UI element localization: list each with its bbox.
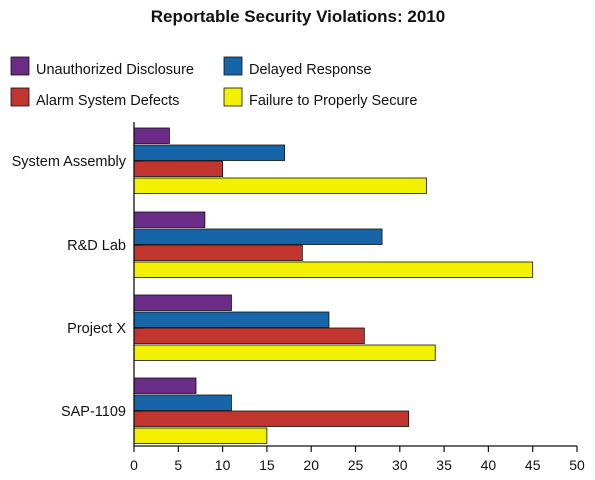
legend-swatch-alarm-system-defects bbox=[10, 87, 30, 107]
bar-sap-1109-failure-to-properly-secure bbox=[133, 427, 268, 444]
bar-system-assembly-failure-to-properly-secure bbox=[133, 177, 427, 194]
x-tick-label-45: 45 bbox=[525, 457, 541, 473]
legend-label-alarm-system-defects: Alarm System Defects bbox=[36, 93, 179, 109]
bar-r-d-lab-failure-to-properly-secure bbox=[133, 261, 534, 278]
bar-sap-1109-alarm-system-defects bbox=[133, 410, 410, 427]
legend-label-delayed-response: Delayed Response bbox=[249, 62, 372, 78]
bar-system-assembly-delayed-response bbox=[133, 144, 286, 161]
bars bbox=[133, 127, 534, 444]
bar-system-assembly-unauthorized-disclosure bbox=[133, 127, 170, 144]
x-ticks: 0 5 10 15 20 25 30 35 40 45 50 bbox=[130, 446, 585, 473]
category-label-r-d-lab: R&D Lab bbox=[67, 238, 126, 254]
legend-swatch-failure-to-properly-secure bbox=[223, 87, 243, 107]
category-label-sap-1109: SAP-1109 bbox=[61, 404, 126, 420]
x-tick-label-0: 0 bbox=[130, 457, 138, 473]
x-tick-label-25: 25 bbox=[348, 457, 364, 473]
legend-label-failure-to-properly-secure: Failure to Properly Secure bbox=[249, 93, 417, 109]
bar-system-assembly-alarm-system-defects bbox=[133, 160, 223, 177]
bar-r-d-lab-unauthorized-disclosure bbox=[133, 211, 206, 228]
x-tick-label-15: 15 bbox=[259, 457, 275, 473]
bar-r-d-lab-alarm-system-defects bbox=[133, 244, 303, 261]
category-labels: System Assembly R&D Lab Project X SAP-1109 bbox=[12, 154, 143, 420]
x-tick-label-30: 30 bbox=[392, 457, 408, 473]
category-label-system-assembly: System Assembly bbox=[12, 154, 127, 170]
legend-swatch-delayed-response bbox=[223, 56, 243, 76]
bar-project-x-delayed-response bbox=[133, 311, 330, 328]
x-tick-label-40: 40 bbox=[481, 457, 497, 473]
x-tick-label-20: 20 bbox=[303, 457, 319, 473]
category-label-project-x: Project X bbox=[67, 321, 126, 337]
chart-title: Reportable Security Violations: 2010 bbox=[151, 7, 445, 26]
bar-project-x-failure-to-properly-secure bbox=[133, 344, 436, 361]
bar-project-x-unauthorized-disclosure bbox=[133, 294, 232, 311]
legend: Unauthorized Disclosure Delayed Response A… bbox=[10, 56, 417, 109]
x-tick-label-10: 10 bbox=[215, 457, 231, 473]
legend-swatch-unauthorized-disclosure bbox=[10, 56, 30, 76]
x-tick-label-50: 50 bbox=[569, 457, 585, 473]
bar-sap-1109-unauthorized-disclosure bbox=[133, 377, 197, 394]
bar-sap-1109-delayed-response bbox=[133, 394, 232, 411]
x-tick-label-35: 35 bbox=[436, 457, 452, 473]
x-tick-label-5: 5 bbox=[174, 457, 182, 473]
legend-label-unauthorized-disclosure: Unauthorized Disclosure bbox=[36, 62, 194, 78]
bar-project-x-alarm-system-defects bbox=[133, 327, 365, 344]
bar-r-d-lab-delayed-response bbox=[133, 228, 383, 245]
